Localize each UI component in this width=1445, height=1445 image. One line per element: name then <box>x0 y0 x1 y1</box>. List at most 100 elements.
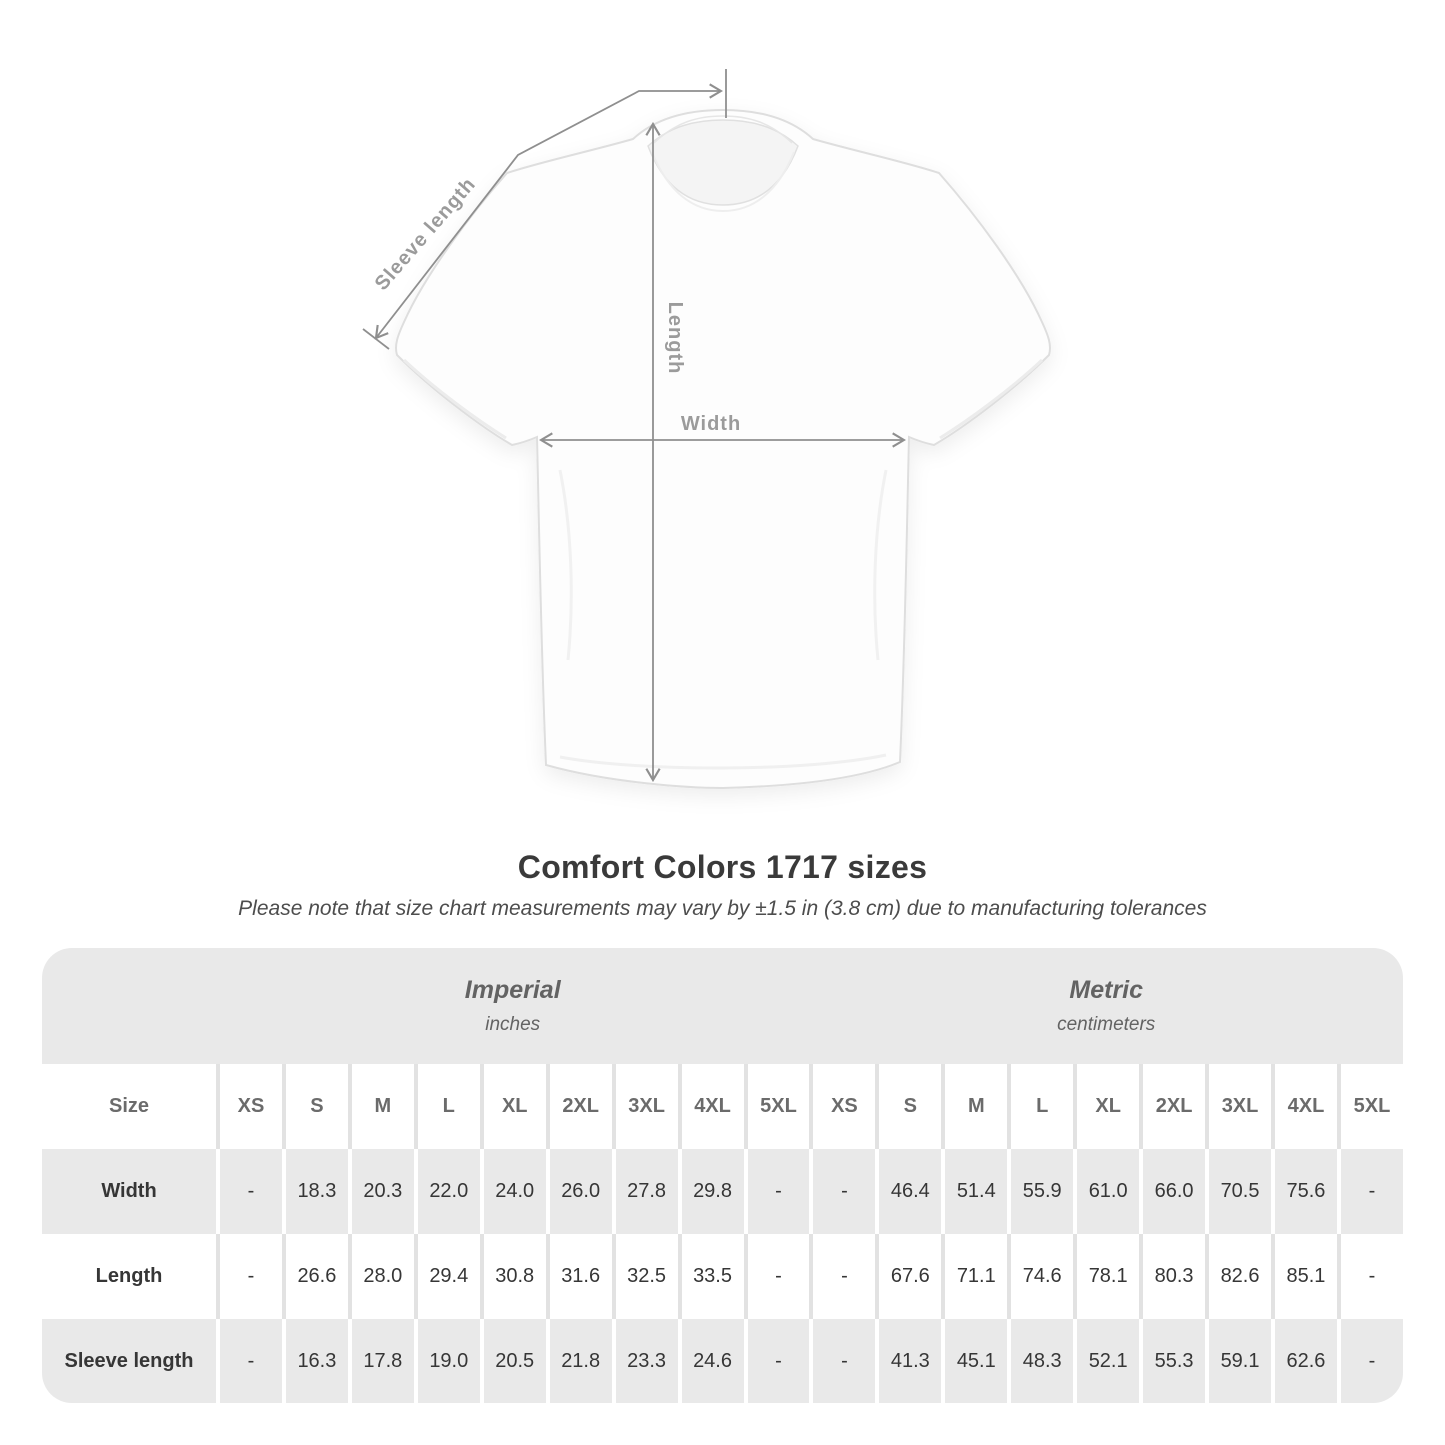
size-header-label: Size <box>42 1064 216 1149</box>
length-value: 33.5 <box>677 1234 744 1319</box>
unit-group-metric: Metric centimeters <box>809 948 1403 1064</box>
sleeve-value: 45.1 <box>941 1319 1008 1403</box>
length-value: 85.1 <box>1271 1234 1337 1319</box>
sleeve-value: 24.6 <box>677 1319 744 1403</box>
tshirt-fold-right <box>873 469 888 661</box>
size-col-header: 3XL <box>1205 1064 1271 1149</box>
width-label: Width <box>681 413 741 435</box>
width-value: - <box>743 1149 810 1234</box>
sleeve-value: 19.0 <box>413 1319 480 1403</box>
length-value: 29.4 <box>413 1234 480 1319</box>
width-value: 51.4 <box>941 1149 1008 1234</box>
sleeve-value: 62.6 <box>1271 1319 1337 1403</box>
length-row: Length - 26.6 28.0 29.4 30.8 31.6 32.5 3… <box>42 1234 1403 1319</box>
sleeve-value: 17.8 <box>347 1319 414 1403</box>
length-value: 82.6 <box>1205 1234 1271 1319</box>
sleeve-value: - <box>216 1319 282 1403</box>
tshirt-illustration <box>394 108 1052 790</box>
length-value: 30.8 <box>479 1234 546 1319</box>
length-value: 67.6 <box>875 1234 942 1319</box>
width-value: 22.0 <box>413 1149 480 1234</box>
size-chart-table: Imperial inches Metric centimeters Size … <box>42 948 1403 1403</box>
tshirt-right-cuff-hem <box>939 358 1044 440</box>
size-col-header: 3XL <box>611 1064 678 1149</box>
tshirt-fold-left <box>558 469 573 661</box>
sleeve-value: 20.5 <box>479 1319 546 1403</box>
length-label: Length <box>664 302 686 375</box>
sleeve-value: 23.3 <box>611 1319 678 1403</box>
width-value: - <box>809 1149 876 1234</box>
size-col-header: XS <box>216 1064 282 1149</box>
width-value: 29.8 <box>677 1149 744 1234</box>
imperial-group-unit: inches <box>485 1014 541 1035</box>
length-row-label: Length <box>42 1234 216 1319</box>
length-value: 28.0 <box>347 1234 414 1319</box>
size-col-header: S <box>281 1064 348 1149</box>
imperial-group-title: Imperial <box>464 976 561 1004</box>
unit-group-row: Imperial inches Metric centimeters <box>42 948 1403 1064</box>
sleeve-value: 55.3 <box>1139 1319 1206 1403</box>
width-value: - <box>216 1149 282 1234</box>
size-col-header: L <box>413 1064 480 1149</box>
size-col-header: M <box>941 1064 1008 1149</box>
sleeve-end-tick <box>362 328 390 350</box>
length-value: 71.1 <box>941 1234 1008 1319</box>
size-col-header: S <box>875 1064 942 1149</box>
band-corner-cell <box>42 948 216 1064</box>
unit-group-imperial: Imperial inches <box>216 948 810 1064</box>
length-value: 80.3 <box>1139 1234 1206 1319</box>
metric-group-unit: centimeters <box>1057 1014 1156 1035</box>
sleeve-value: - <box>1336 1319 1403 1403</box>
width-value: 46.4 <box>875 1149 942 1234</box>
page-title: Comfort Colors 1717 sizes <box>517 849 928 885</box>
width-value: 66.0 <box>1139 1149 1206 1234</box>
size-table-container: Imperial inches Metric centimeters Size … <box>42 948 1403 1403</box>
width-row: Width - 18.3 20.3 22.0 24.0 26.0 27.8 29… <box>42 1149 1403 1234</box>
metric-group-title: Metric <box>1069 976 1144 1004</box>
sleeve-value: 21.8 <box>545 1319 612 1403</box>
size-col-header: M <box>347 1064 414 1149</box>
sleeve-value: - <box>809 1319 876 1403</box>
size-col-header: 4XL <box>1271 1064 1337 1149</box>
sleeve-row-label: Sleeve length <box>42 1319 216 1403</box>
length-value: 78.1 <box>1073 1234 1140 1319</box>
width-value: 55.9 <box>1007 1149 1074 1234</box>
size-col-header: 2XL <box>545 1064 612 1149</box>
tshirt-left-cuff-hem <box>402 358 507 440</box>
sleeve-length-line <box>376 91 721 338</box>
length-value: - <box>743 1234 810 1319</box>
width-value: 26.0 <box>545 1149 612 1234</box>
sleeve-length-row: Sleeve length - 16.3 17.8 19.0 20.5 21.8… <box>42 1319 1403 1403</box>
sleeve-value: 52.1 <box>1073 1319 1140 1403</box>
length-value: 32.5 <box>611 1234 678 1319</box>
width-value: - <box>1336 1149 1403 1234</box>
sleeve-value: 48.3 <box>1007 1319 1074 1403</box>
tshirt-hem-stitch <box>559 753 887 770</box>
length-value: - <box>1336 1234 1403 1319</box>
length-value: 31.6 <box>545 1234 612 1319</box>
size-col-header: L <box>1007 1064 1074 1149</box>
width-value: 75.6 <box>1271 1149 1337 1234</box>
sleeve-value: 41.3 <box>875 1319 942 1403</box>
width-value: 70.5 <box>1205 1149 1271 1234</box>
size-col-header: XL <box>1073 1064 1140 1149</box>
width-value: 27.8 <box>611 1149 678 1234</box>
tolerance-note: Please note that size chart measurements… <box>238 897 1207 920</box>
width-row-label: Width <box>42 1149 216 1234</box>
size-col-header: 4XL <box>677 1064 744 1149</box>
size-header-row: Size XS S M L XL 2XL 3XL 4XL 5XL XS S M … <box>42 1064 1403 1149</box>
size-col-header: 5XL <box>1336 1064 1403 1149</box>
length-value: - <box>809 1234 876 1319</box>
tshirt-measurement-diagram: Sleeve length Length Width <box>362 69 1052 790</box>
width-value: 18.3 <box>281 1149 348 1234</box>
sleeve-value: 59.1 <box>1205 1319 1271 1403</box>
length-value: 74.6 <box>1007 1234 1074 1319</box>
width-value: 61.0 <box>1073 1149 1140 1234</box>
measurement-annotations <box>362 69 904 780</box>
length-value: - <box>216 1234 282 1319</box>
width-value: 20.3 <box>347 1149 414 1234</box>
width-value: 24.0 <box>479 1149 546 1234</box>
sleeve-value: 16.3 <box>281 1319 348 1403</box>
length-value: 26.6 <box>281 1234 348 1319</box>
